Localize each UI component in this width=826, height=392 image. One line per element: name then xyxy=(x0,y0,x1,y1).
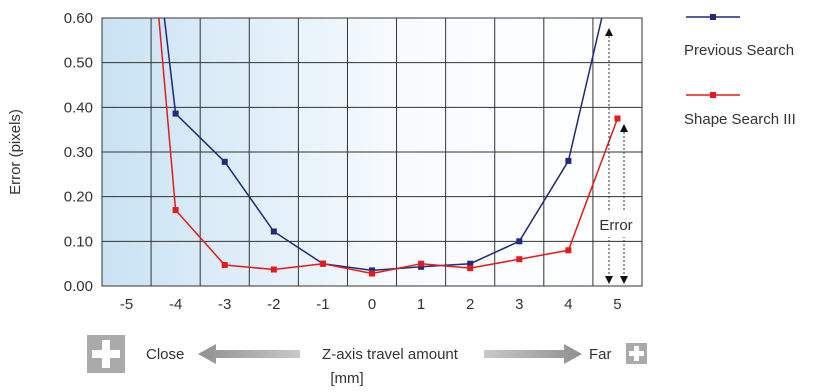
data-point-shape-search-iii xyxy=(418,260,425,267)
error-annotation: Error xyxy=(596,28,636,284)
legend-item-previous-search: Previous Search xyxy=(684,14,794,59)
y-tick-label: 0.40 xyxy=(64,99,93,116)
x-axis-caption: Close Z-axis travel amount [mm] Far xyxy=(87,335,647,387)
data-point-previous-search xyxy=(221,158,228,165)
x-axis-unit: [mm] xyxy=(330,370,363,387)
data-point-shape-search-iii xyxy=(319,260,326,267)
x-tick-label: -5 xyxy=(120,296,133,313)
zoom-out-icon xyxy=(87,335,125,373)
error-arrowhead-shape-down xyxy=(620,276,628,284)
legend-label-shape-search-iii: Shape Search III xyxy=(684,111,796,128)
legend-marker-shape-search-iii xyxy=(710,92,716,98)
y-axis-label: Error (pixels) xyxy=(7,109,24,195)
y-tick-labels: 0.00 0.10 0.20 0.30 0.40 0.50 0.60 xyxy=(64,10,93,295)
legend-label-previous-search: Previous Search xyxy=(684,42,794,59)
data-point-previous-search xyxy=(516,238,523,245)
gridlines xyxy=(102,18,642,286)
error-arrowhead-previous-up xyxy=(605,28,613,36)
error-arrowhead-shape-up xyxy=(620,124,628,132)
x-tick-label: 0 xyxy=(368,296,376,313)
left-direction-arrow xyxy=(198,344,300,364)
y-tick-label: 0.10 xyxy=(64,233,93,250)
data-point-shape-search-iii xyxy=(221,262,228,268)
data-point-shape-search-iii xyxy=(467,265,474,272)
y-tick-label: 0.20 xyxy=(64,189,93,206)
x-tick-label: 1 xyxy=(417,296,425,313)
x-tick-label: -2 xyxy=(267,296,280,313)
plot-border xyxy=(101,17,643,287)
data-point-previous-search xyxy=(467,260,474,267)
x-tick-label: 4 xyxy=(564,296,572,313)
x-axis-label: Z-axis travel amount xyxy=(322,346,459,363)
data-point-previous-search xyxy=(270,228,277,235)
right-direction-arrow xyxy=(484,344,582,364)
data-point-previous-search xyxy=(369,267,375,274)
legend-marker-previous-search xyxy=(710,14,716,20)
far-label: Far xyxy=(589,346,612,363)
data-point-previous-search xyxy=(418,263,425,270)
x-tick-label: 5 xyxy=(613,296,621,313)
data-point-shape-search-iii xyxy=(565,247,572,254)
data-point-shape-search-iii xyxy=(270,266,277,273)
error-label-box xyxy=(596,211,636,237)
data-point-shape-search-iii xyxy=(614,115,621,122)
x-tick-labels: -5 -4 -3 -2 -1 0 1 2 3 4 5 xyxy=(120,296,622,313)
series-layer xyxy=(158,18,621,277)
y-tick-label: 0.60 xyxy=(64,10,93,27)
y-tick-label: 0.50 xyxy=(64,55,93,72)
data-point-previous-search xyxy=(565,157,572,164)
x-tick-label: 2 xyxy=(466,296,474,313)
data-point-shape-search-iii xyxy=(369,270,375,277)
x-tick-label: -4 xyxy=(169,296,182,313)
data-point-shape-search-iii xyxy=(516,256,523,263)
data-point-shape-search-iii xyxy=(172,207,179,214)
data-point-previous-search xyxy=(172,110,179,117)
legend: Previous Search Shape Search III xyxy=(684,14,796,128)
x-tick-label: -3 xyxy=(218,296,231,313)
y-tick-label: 0.30 xyxy=(64,144,93,161)
zoom-in-icon xyxy=(626,343,647,364)
legend-item-shape-search-iii: Shape Search III xyxy=(684,92,796,128)
error-arrowhead-previous-down xyxy=(605,276,613,284)
x-tick-label: -1 xyxy=(316,296,329,313)
y-tick-label: 0.00 xyxy=(64,278,93,295)
x-tick-label: 3 xyxy=(515,296,523,313)
close-label: Close xyxy=(146,346,184,363)
error-label: Error xyxy=(599,217,632,234)
